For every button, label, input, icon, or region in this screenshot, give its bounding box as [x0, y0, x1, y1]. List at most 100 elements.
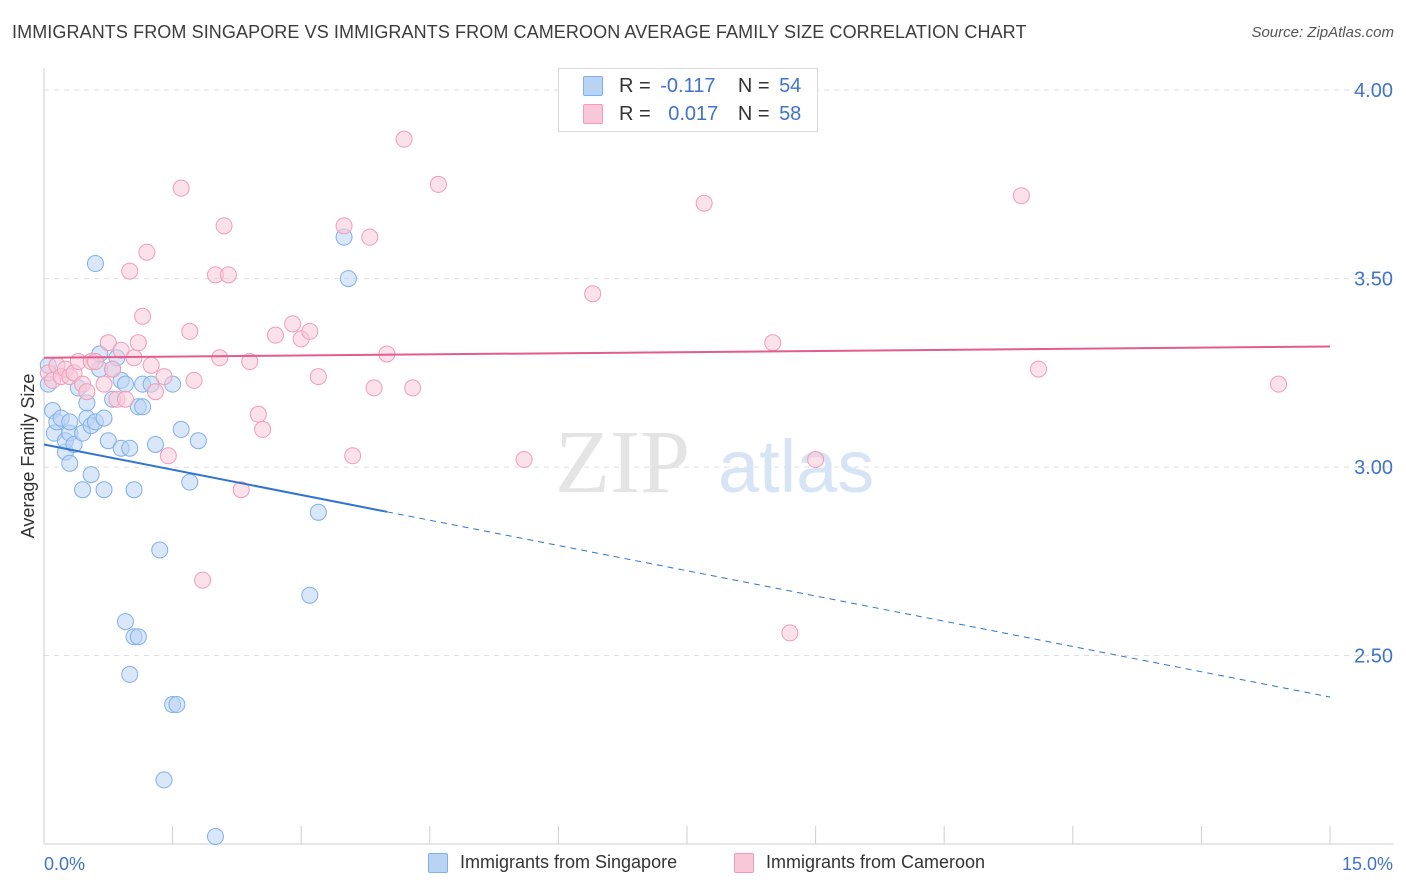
trend-lines	[43, 345, 1331, 698]
data-point-cameroon	[138, 243, 156, 261]
data-point-cameroon	[249, 405, 267, 423]
data-point-cameroon	[194, 571, 212, 589]
data-point-cameroon	[86, 353, 104, 371]
data-point-singapore	[129, 628, 147, 646]
r-label: R =	[619, 102, 651, 125]
y-tick-label: 2.50	[1354, 646, 1393, 668]
data-point-singapore	[74, 481, 92, 499]
x-tick-label: 15.0%	[1342, 854, 1393, 874]
data-point-singapore	[86, 255, 104, 273]
data-point-singapore	[125, 481, 143, 499]
data-point-cameroon	[404, 379, 422, 397]
data-point-cameroon	[781, 624, 799, 642]
data-point-cameroon	[219, 266, 237, 284]
legend-label-singapore: Immigrants from Singapore	[460, 852, 678, 872]
data-points	[39, 130, 1288, 845]
watermark-zip: ZIP	[555, 413, 690, 512]
data-point-singapore	[116, 613, 134, 631]
data-point-cameroon	[172, 179, 190, 197]
y-tick-label: 3.50	[1354, 269, 1393, 291]
data-point-singapore	[95, 481, 113, 499]
data-point-singapore	[95, 409, 113, 427]
data-point-cameroon	[99, 334, 117, 352]
x-tick-label: 0.0%	[44, 854, 85, 874]
data-point-cameroon	[159, 447, 177, 465]
data-point-cameroon	[215, 217, 233, 235]
singapore-stats: R = -0.117 N = 54	[619, 75, 801, 98]
cameroon-stats: R = 0.017 N = 58	[619, 103, 801, 126]
watermark-atlas: atlas	[718, 425, 874, 508]
data-point-cameroon	[142, 356, 160, 374]
chart-title: IMMIGRANTS FROM SINGAPORE VS IMMIGRANTS …	[12, 22, 1027, 42]
data-point-cameroon	[112, 341, 130, 359]
data-point-cameroon	[764, 334, 782, 352]
data-point-singapore	[206, 827, 224, 845]
y-axis-label: Average Family Size	[18, 374, 38, 539]
data-point-cameroon	[429, 175, 447, 193]
data-point-cameroon	[266, 326, 284, 344]
data-point-cameroon	[1030, 360, 1048, 378]
legend-item-cameroon: Immigrants from Cameroon	[734, 852, 985, 873]
data-point-cameroon	[807, 451, 825, 469]
data-point-cameroon	[181, 322, 199, 340]
r-value: 0.017	[668, 102, 719, 125]
data-point-singapore	[65, 435, 83, 453]
singapore-swatch	[583, 76, 603, 96]
data-point-cameroon	[365, 379, 383, 397]
data-point-cameroon	[361, 228, 379, 246]
y-tick-label: 3.00	[1354, 457, 1393, 479]
data-point-singapore	[155, 771, 173, 789]
data-point-singapore	[181, 473, 199, 491]
y-tick-label: 4.00	[1354, 80, 1393, 102]
data-point-cameroon	[129, 334, 147, 352]
data-point-cameroon	[301, 322, 319, 340]
data-point-cameroon	[121, 262, 139, 280]
n-label: N =	[737, 74, 770, 97]
data-point-cameroon	[335, 217, 353, 235]
data-point-singapore	[146, 435, 164, 453]
data-point-cameroon	[1270, 375, 1288, 393]
data-point-cameroon	[584, 285, 602, 303]
trend-line-singapore	[43, 443, 388, 513]
data-point-singapore	[121, 665, 139, 683]
watermark: ZIP atlas	[555, 413, 874, 512]
data-point-singapore	[189, 432, 207, 450]
trend-line-extension-singapore	[386, 511, 1331, 698]
data-point-singapore	[121, 439, 139, 457]
tick-labels: 2.50 3.00 3.50 4.00 0.0% 15.0%	[44, 80, 1393, 874]
data-point-cameroon	[104, 360, 122, 378]
data-point-cameroon	[1012, 187, 1030, 205]
legend-swatch-cameroon	[734, 852, 754, 873]
data-point-cameroon	[232, 481, 250, 499]
data-point-cameroon	[185, 371, 203, 389]
data-point-singapore	[134, 398, 152, 416]
axes	[43, 68, 1394, 845]
r-label: R =	[619, 74, 651, 97]
data-point-singapore	[172, 420, 190, 438]
data-point-cameroon	[515, 451, 533, 469]
data-point-cameroon	[241, 353, 259, 371]
data-point-singapore	[61, 413, 79, 431]
stats-legend: R = -0.117 N = 54 R = 0.017 N = 58	[558, 68, 818, 132]
data-point-cameroon	[395, 130, 413, 148]
data-point-cameroon	[134, 307, 152, 325]
data-point-cameroon	[309, 368, 327, 386]
n-label: N =	[737, 102, 770, 125]
data-point-singapore	[339, 270, 357, 288]
data-point-cameroon	[284, 315, 302, 333]
data-point-singapore	[168, 696, 186, 714]
data-point-cameroon	[95, 375, 113, 393]
r-value: -0.117	[660, 74, 716, 97]
data-point-cameroon	[78, 383, 96, 401]
data-point-cameroon	[116, 390, 134, 408]
data-point-singapore	[309, 503, 327, 521]
cameroon-swatch	[583, 104, 603, 124]
data-point-singapore	[61, 454, 79, 472]
legend-label-cameroon: Immigrants from Cameroon	[766, 852, 986, 872]
n-value: 54	[779, 74, 802, 97]
data-point-cameroon	[155, 368, 173, 386]
data-point-cameroon	[695, 194, 713, 212]
data-point-cameroon	[146, 383, 164, 401]
source-credit: Source: ZipAtlas.com	[1251, 24, 1394, 41]
data-point-singapore	[151, 541, 169, 559]
